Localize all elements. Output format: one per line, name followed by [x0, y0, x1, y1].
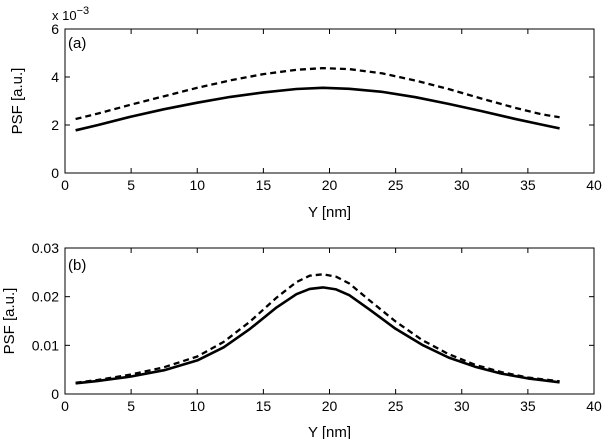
marks-b: 0 5 10 15 20 25 30 35 40 0 0.01 0.02 0.03 — [32, 240, 602, 414]
x-tick-label-a-0: 0 — [61, 177, 69, 193]
y-tick-label-a-2: 4 — [51, 69, 59, 85]
y-tick-label-a-0: 0 — [51, 165, 59, 181]
y-scale-base-a: x 10 — [52, 8, 77, 23]
series-line-solid-a — [75, 86, 560, 132]
x-axis-label-b: Y [nm] — [308, 424, 351, 439]
y-tick-label-b-2: 0.02 — [32, 289, 59, 305]
y-scale-factor-a: x 10−3 — [52, 5, 89, 23]
x-tick-label-b-10: 10 — [189, 398, 205, 414]
y-tick-label-b-0: 0 — [51, 386, 59, 402]
y-axis-label-a: PSF [a.u.] — [9, 68, 26, 135]
panel-label-a: (a) — [68, 35, 86, 52]
series-line-dashed-b — [75, 273, 560, 384]
series-line-dashed-a — [75, 66, 560, 121]
marks-a: 0 5 10 15 20 25 30 35 40 0 2 4 6 — [51, 21, 602, 193]
x-tick-label-b-25: 25 — [388, 398, 404, 414]
chart-panel-b: 0 5 10 15 20 25 30 35 40 0 0.01 0.02 0.03 (b) Y [nm]… — [1, 240, 602, 439]
y-scale-exponent-a: −3 — [77, 5, 90, 17]
x-tick-label-a-40: 40 — [586, 177, 602, 193]
y-axis-label-b: PSF [a.u.] — [1, 288, 18, 355]
x-tick-label-b-5: 5 — [127, 398, 135, 414]
panel-label-b: (b) — [68, 257, 86, 274]
x-tick-label-a-20: 20 — [322, 177, 338, 193]
x-tick-label-b-35: 35 — [520, 398, 536, 414]
x-tick-label-b-30: 30 — [454, 398, 470, 414]
x-tick-label-a-5: 5 — [127, 177, 135, 193]
y-tick-label-b-1: 0.01 — [32, 337, 59, 353]
y-tick-label-a-3: 6 — [51, 21, 59, 37]
x-tick-label-a-10: 10 — [189, 177, 205, 193]
x-tick-label-b-0: 0 — [61, 398, 69, 414]
x-tick-label-b-20: 20 — [322, 398, 338, 414]
x-tick-label-a-35: 35 — [520, 177, 536, 193]
plot-area-b — [64, 247, 595, 395]
series-line-solid-b — [75, 286, 560, 385]
plot-area-a — [64, 28, 595, 174]
x-tick-label-a-15: 15 — [256, 177, 272, 193]
x-tick-label-b-40: 40 — [586, 398, 602, 414]
x-tick-label-a-25: 25 — [388, 177, 404, 193]
x-tick-label-b-15: 15 — [256, 398, 272, 414]
chart-panel-a: 0 5 10 15 20 25 30 35 40 0 2 4 6 (a) x 10−3 Y [nm] P… — [9, 5, 602, 221]
x-axis-label-a: Y [nm] — [308, 204, 351, 221]
x-tick-label-a-30: 30 — [454, 177, 470, 193]
y-tick-label-b-3: 0.03 — [32, 240, 59, 256]
y-tick-label-a-1: 2 — [51, 117, 59, 133]
